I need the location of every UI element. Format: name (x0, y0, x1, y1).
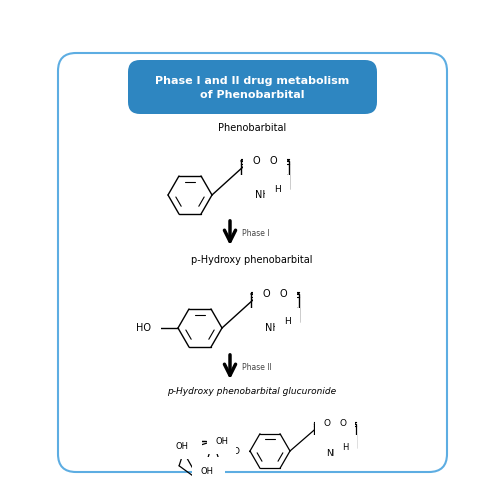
Text: O: O (332, 432, 338, 440)
Text: p-Hydroxy phenobarbital: p-Hydroxy phenobarbital (191, 255, 313, 265)
Text: O: O (261, 170, 269, 180)
Text: H: H (284, 318, 291, 326)
Text: H: H (274, 184, 281, 194)
Text: O: O (271, 303, 279, 313)
Text: NH: NH (326, 448, 340, 458)
Text: H: H (249, 184, 256, 194)
Text: NH: NH (265, 323, 280, 333)
Text: OH: OH (200, 466, 213, 475)
Text: H: H (321, 444, 328, 452)
Text: O: O (210, 465, 217, 474)
Text: O: O (252, 156, 260, 166)
Text: HO: HO (136, 323, 151, 333)
FancyBboxPatch shape (128, 60, 377, 114)
FancyBboxPatch shape (58, 53, 447, 472)
Text: Phase II: Phase II (242, 362, 272, 372)
Text: O: O (232, 446, 239, 456)
Text: CO₂H: CO₂H (172, 434, 194, 442)
Text: OH: OH (215, 436, 228, 446)
Text: O: O (262, 289, 270, 299)
Text: Phase I: Phase I (242, 228, 270, 237)
Text: O: O (280, 289, 287, 299)
Text: H: H (342, 444, 349, 452)
Text: NH: NH (255, 190, 270, 200)
Text: O: O (339, 420, 346, 428)
Text: Phase I and II drug metabolism
of Phenobarbital: Phase I and II drug metabolism of Phenob… (155, 76, 349, 100)
Text: H: H (259, 318, 266, 326)
Text: O: O (324, 420, 331, 428)
Text: p-Hydroxy phenobarbital glucuronide: p-Hydroxy phenobarbital glucuronide (168, 388, 336, 396)
Text: Phenobarbital: Phenobarbital (218, 123, 286, 133)
Text: O: O (270, 156, 278, 166)
Text: OH: OH (176, 442, 189, 450)
